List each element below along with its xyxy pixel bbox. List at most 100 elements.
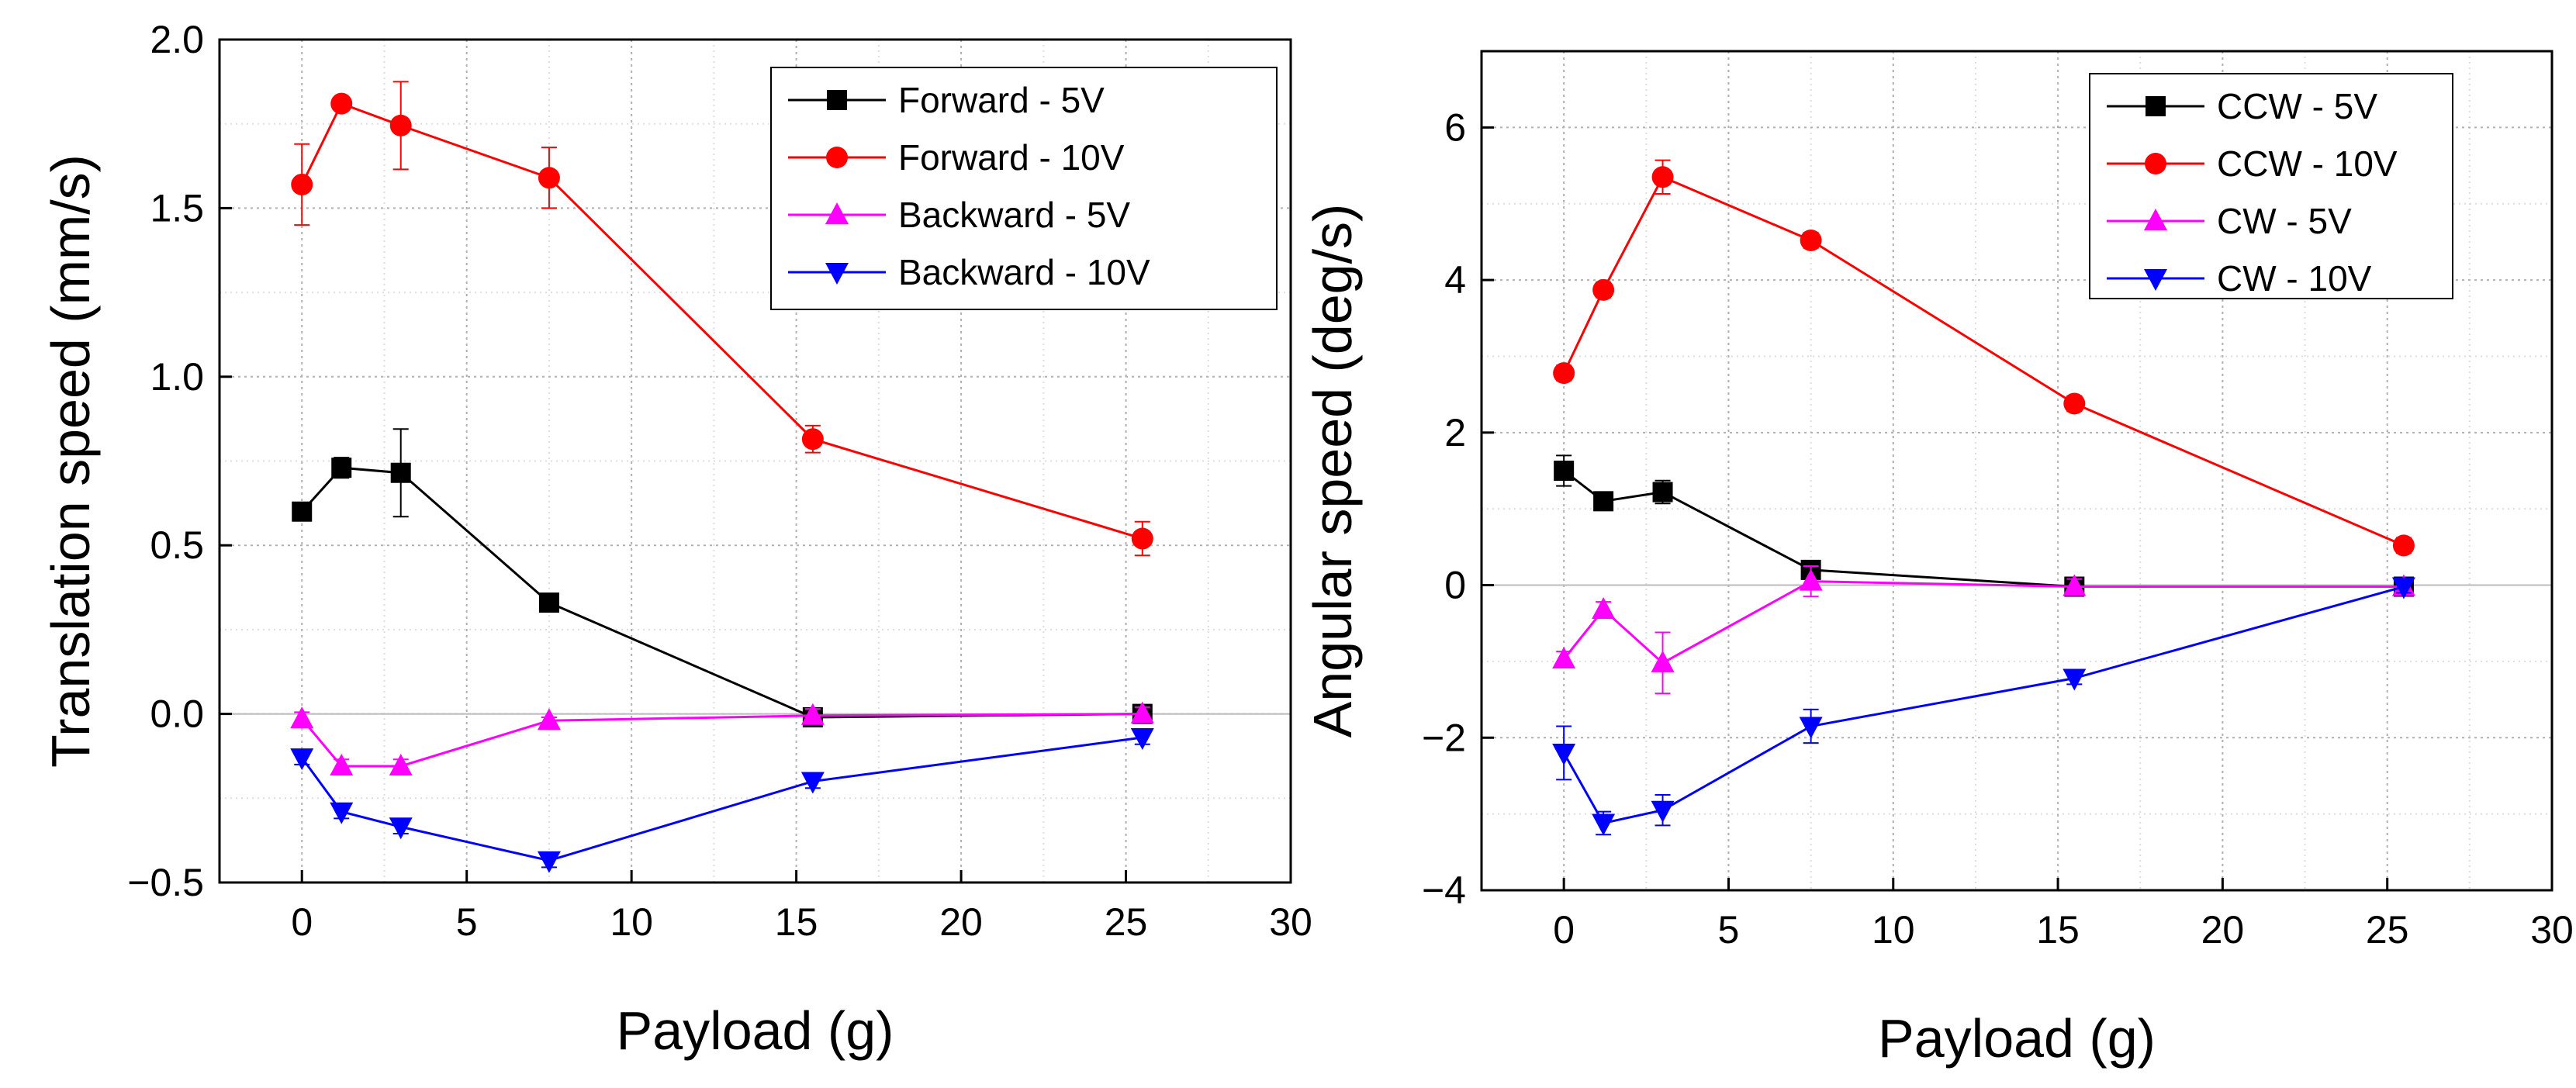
legend-marker (825, 202, 849, 224)
y-tick-label: 2 (1444, 411, 1466, 454)
series-line (300, 102, 1143, 540)
y-axis-title: Angular speed (deg/s) (1302, 204, 1363, 738)
data-point (389, 817, 413, 840)
series-line (1562, 585, 2405, 825)
data-point (330, 753, 354, 775)
data-point (389, 114, 412, 136)
y-tick-label: 2.0 (150, 18, 204, 61)
legend-label: Forward - 10V (898, 137, 1125, 178)
series-line (301, 466, 1143, 719)
data-point (389, 753, 413, 775)
y-tick-label: 1.5 (150, 186, 204, 230)
series-1 (1554, 454, 2414, 597)
series-line (1563, 469, 2404, 589)
data-point (1553, 362, 1575, 385)
x-axis-title: Payload (g) (1878, 1008, 2156, 1069)
legend-label: Forward - 5V (898, 80, 1105, 120)
data-point (1800, 229, 1822, 251)
data-point (1592, 813, 1616, 836)
y-tick-label: 0.5 (150, 523, 204, 567)
legend-marker (2145, 153, 2166, 174)
legend-marker (2144, 269, 2167, 291)
series-3 (1552, 565, 2415, 695)
data-point (331, 458, 352, 478)
data-point (1799, 568, 1823, 591)
chart-panel-2: 0 5 10 15 20 25 30 −4 −2 0 2 4 6 Payload (g) Angular s… (1302, 50, 2574, 1069)
y-tick-label: 0.0 (150, 693, 204, 736)
x-tick-label: 20 (2201, 908, 2245, 952)
legend: CCW - 5V CCW - 10V CW - 5V CW - 10V (2089, 73, 2453, 299)
y-axis-title: Translation speed (mm/s) (40, 154, 101, 768)
data-point (2392, 534, 2415, 557)
series-2 (1553, 159, 2415, 557)
x-tick-label: 10 (610, 900, 653, 944)
series-4 (290, 728, 1154, 873)
plot-frame (218, 38, 1292, 884)
data-point (1552, 743, 1576, 765)
data-point (2063, 574, 2087, 596)
data-point (800, 772, 825, 794)
x-tick-label: 5 (1718, 908, 1740, 952)
data-point (538, 592, 559, 613)
series-line (301, 736, 1143, 862)
y-tick-label: 1.0 (150, 355, 204, 399)
chart-panel-1: 0 5 10 15 20 25 30 −0.5 0.0 0.5 1.0 1.5 2.0 Payload (… (40, 18, 1312, 1061)
x-tick-label: 15 (2036, 908, 2080, 952)
data-point (290, 706, 314, 729)
legend-marker (827, 90, 847, 110)
legend-label: CW - 10V (2217, 258, 2372, 299)
series-2 (291, 81, 1153, 557)
data-point (1651, 800, 1675, 823)
legend-marker (826, 147, 848, 168)
series-3 (290, 701, 1154, 775)
data-point (1651, 166, 1674, 188)
data-point (330, 92, 353, 115)
plot-frame (1480, 50, 2554, 892)
x-tick-label: 0 (1553, 908, 1575, 952)
legend-marker (2146, 96, 2166, 116)
series-line (1562, 175, 2405, 547)
data-point (330, 802, 354, 824)
series-4 (1552, 577, 2415, 836)
y-tick-label: −4 (1422, 869, 1466, 912)
data-point (292, 501, 313, 522)
x-tick-label: 0 (291, 900, 313, 944)
data-point (801, 428, 824, 451)
x-tick-label: 20 (939, 900, 983, 944)
data-point (1130, 728, 1154, 751)
data-point (1131, 527, 1153, 550)
legend-label: Backward - 5V (898, 195, 1130, 235)
legend-label: CCW - 10V (2217, 143, 2398, 184)
data-point (1799, 717, 1823, 739)
data-point (1554, 461, 1575, 481)
data-point (390, 462, 411, 483)
x-tick-label: 5 (456, 900, 478, 944)
x-tick-label: 30 (1269, 900, 1312, 944)
y-tick-label: 6 (1444, 105, 1466, 149)
data-point (1651, 650, 1675, 672)
legend-marker (2144, 209, 2167, 230)
legend-label: CW - 5V (2217, 201, 2352, 241)
y-tick-label: 0 (1444, 564, 1466, 607)
x-tick-label: 15 (775, 900, 818, 944)
legend-marker (825, 263, 849, 285)
legend-label: CCW - 5V (2217, 86, 2377, 126)
data-point (1552, 646, 1576, 668)
legend-label: Backward - 10V (898, 252, 1150, 292)
data-point (537, 708, 561, 731)
x-tick-label: 10 (1872, 908, 1915, 952)
y-tick-label: 4 (1444, 258, 1466, 302)
data-point (1592, 278, 1615, 301)
legend: Forward - 5V Forward - 10V Backward - 5V Ba… (770, 67, 1278, 310)
x-tick-label: 25 (2366, 908, 2409, 952)
data-point (537, 851, 561, 873)
series-line (301, 713, 1143, 768)
data-point (2063, 668, 2087, 691)
data-point (800, 703, 825, 725)
x-axis-title: Payload (g) (617, 1000, 894, 1061)
data-point (290, 748, 314, 771)
y-tick-label: −2 (1422, 716, 1466, 759)
data-point (2391, 577, 2415, 599)
data-point (291, 173, 313, 195)
